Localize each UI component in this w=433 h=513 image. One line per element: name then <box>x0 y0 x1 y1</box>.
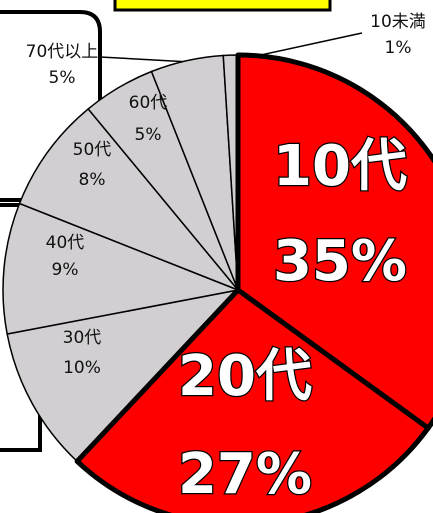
slice-label: 10代 <box>273 134 407 199</box>
slice-label: 30代 <box>63 328 102 348</box>
value-label: 5% <box>49 68 76 88</box>
pie-slice <box>18 107 239 291</box>
slice-label: 10未満 <box>370 12 426 32</box>
value-label: 35% <box>273 229 407 294</box>
value-label: 1% <box>385 38 412 58</box>
slice-label: 50代 <box>73 140 112 160</box>
value-label: 27% <box>178 442 312 507</box>
leader-line <box>99 56 191 63</box>
side-box <box>0 10 102 202</box>
header-box <box>113 0 332 12</box>
pie-slice <box>6 288 241 463</box>
value-label: 8% <box>79 170 106 190</box>
leader-line <box>246 32 363 59</box>
value-label: 9% <box>52 260 79 280</box>
pie-slice <box>74 287 431 513</box>
value-label: 10% <box>63 358 101 378</box>
slice-label: 70代以上 <box>26 42 99 62</box>
slice-label: 60代 <box>129 93 168 113</box>
pie-slice <box>235 52 433 431</box>
slice-label: 20代 <box>178 344 312 409</box>
slice-label: 40代 <box>46 233 85 253</box>
pie-slice <box>2 202 241 335</box>
value-label: 5% <box>135 125 162 145</box>
